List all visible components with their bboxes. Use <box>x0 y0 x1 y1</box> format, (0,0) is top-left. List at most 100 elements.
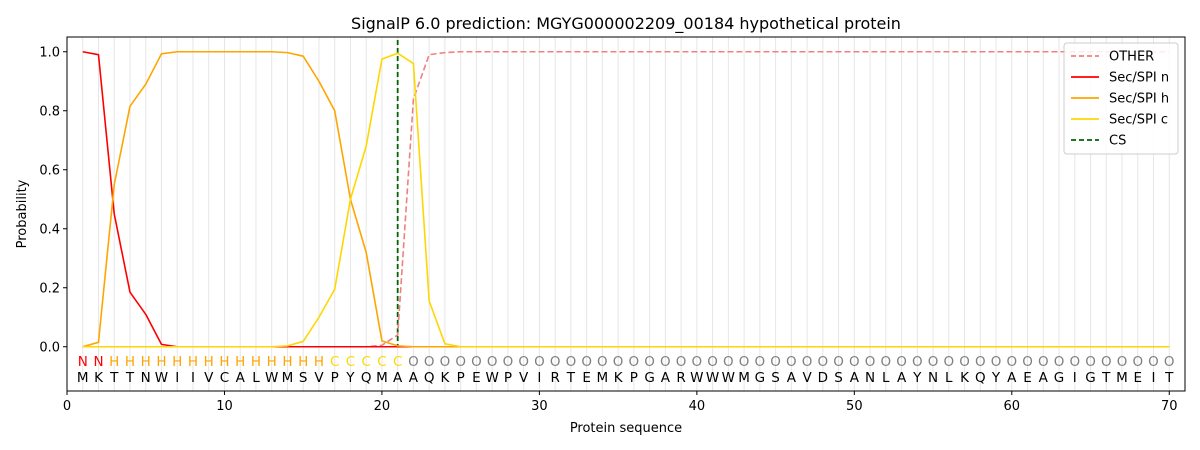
series-line-other <box>82 50 1170 348</box>
region-label: O <box>518 354 529 370</box>
residue-label: I <box>537 370 541 386</box>
residue-label: A <box>236 370 246 386</box>
legend: OTHER Sec/SPI n Sec/SPI h Sec/SPI c CS <box>1063 42 1179 155</box>
region-label: O <box>802 354 813 370</box>
plot-frame <box>66 36 1186 392</box>
residue-label: I <box>191 370 195 386</box>
region-label: O <box>739 354 750 370</box>
residue-label: N <box>141 370 151 386</box>
residue-label: A <box>393 370 403 386</box>
residue-label: A <box>1039 370 1049 386</box>
ticks-layer: 0 10 20 30 40 50 60 70 0.0 0.2 0.4 0.6 0.8 1.0 <box>39 45 1177 414</box>
region-label: H <box>188 354 198 370</box>
region-label: O <box>487 354 498 370</box>
x-tick-label: 20 <box>374 399 391 414</box>
region-label: O <box>440 354 451 370</box>
series-line-sec-spi-c <box>82 52 1170 348</box>
residue-label: K <box>614 370 624 386</box>
residue-label: K <box>960 370 970 386</box>
region-label: O <box>1148 354 1159 370</box>
residue-label: M <box>738 370 750 386</box>
region-label: O <box>849 354 860 370</box>
series-line-sec-spi-h <box>82 50 1170 348</box>
region-label: O <box>660 354 671 370</box>
residue-label: E <box>1023 370 1032 386</box>
y-axis-label: Probability <box>15 179 30 248</box>
residue-label: A <box>787 370 797 386</box>
region-label: H <box>298 354 308 370</box>
region-label: O <box>692 354 703 370</box>
region-label: O <box>943 354 954 370</box>
region-label: H <box>172 354 182 370</box>
series-layer <box>82 50 1170 348</box>
residue-label: G <box>1054 370 1064 386</box>
grid-layer <box>82 37 1170 391</box>
region-label: H <box>204 354 214 370</box>
region-label: O <box>880 354 891 370</box>
region-label: O <box>629 354 640 370</box>
region-label: O <box>408 354 419 370</box>
residue-label: L <box>945 370 953 386</box>
residue-label: V <box>519 370 529 386</box>
region-label: O <box>865 354 876 370</box>
legend-label: Sec/SPI c <box>1109 113 1168 128</box>
region-label: H <box>109 354 119 370</box>
legend-label: Sec/SPI n <box>1109 71 1169 86</box>
region-label: O <box>676 354 687 370</box>
residue-label: K <box>440 370 450 386</box>
region-label: O <box>471 354 482 370</box>
residue-label: A <box>409 370 419 386</box>
region-label: O <box>1101 354 1112 370</box>
region-label: O <box>1085 354 1096 370</box>
region-label: C <box>330 354 339 370</box>
residue-label: T <box>125 370 135 386</box>
sequence-layer: NMNKHTHTHNHWHIHIHVHCHAHLHWHMHSHVCPCYCQCM… <box>77 354 1175 386</box>
residue-label: E <box>1133 370 1142 386</box>
residue-label: I <box>175 370 179 386</box>
region-label: H <box>282 354 292 370</box>
residue-label: Q <box>424 370 435 386</box>
region-label: H <box>141 354 151 370</box>
region-label: O <box>581 354 592 370</box>
residue-label: V <box>802 370 812 386</box>
region-label: C <box>361 354 370 370</box>
residue-label: P <box>457 370 465 386</box>
residue-label: W <box>485 370 498 386</box>
region-label: O <box>975 354 986 370</box>
region-label: O <box>644 354 655 370</box>
region-label: O <box>534 354 545 370</box>
region-label: O <box>1054 354 1065 370</box>
region-label: O <box>707 354 718 370</box>
residue-label: T <box>566 370 576 386</box>
residue-label: N <box>865 370 875 386</box>
residue-label: M <box>376 370 388 386</box>
region-label: O <box>723 354 734 370</box>
residue-label: Y <box>991 370 1001 386</box>
residue-label: G <box>644 370 654 386</box>
residue-label: Q <box>361 370 372 386</box>
region-label: H <box>125 354 135 370</box>
series-line-sec-spi-n <box>82 50 1170 348</box>
residue-label: M <box>597 370 609 386</box>
region-label: O <box>786 354 797 370</box>
residue-label: Y <box>345 370 355 386</box>
residue-label: M <box>282 370 294 386</box>
region-label: O <box>912 354 923 370</box>
region-label: N <box>93 354 103 370</box>
region-label: O <box>1132 354 1143 370</box>
residue-label: P <box>331 370 339 386</box>
y-tick-label: 1.0 <box>39 45 60 60</box>
residue-label: A <box>661 370 671 386</box>
residue-label: R <box>676 370 685 386</box>
region-label: H <box>267 354 277 370</box>
region-label: N <box>78 354 88 370</box>
region-label: O <box>1069 354 1080 370</box>
x-tick-label: 0 <box>63 399 71 414</box>
region-label: O <box>1117 354 1128 370</box>
region-label: O <box>896 354 907 370</box>
region-label: C <box>377 354 386 370</box>
residue-label: S <box>771 370 780 386</box>
region-label: O <box>770 354 781 370</box>
region-label: H <box>314 354 324 370</box>
